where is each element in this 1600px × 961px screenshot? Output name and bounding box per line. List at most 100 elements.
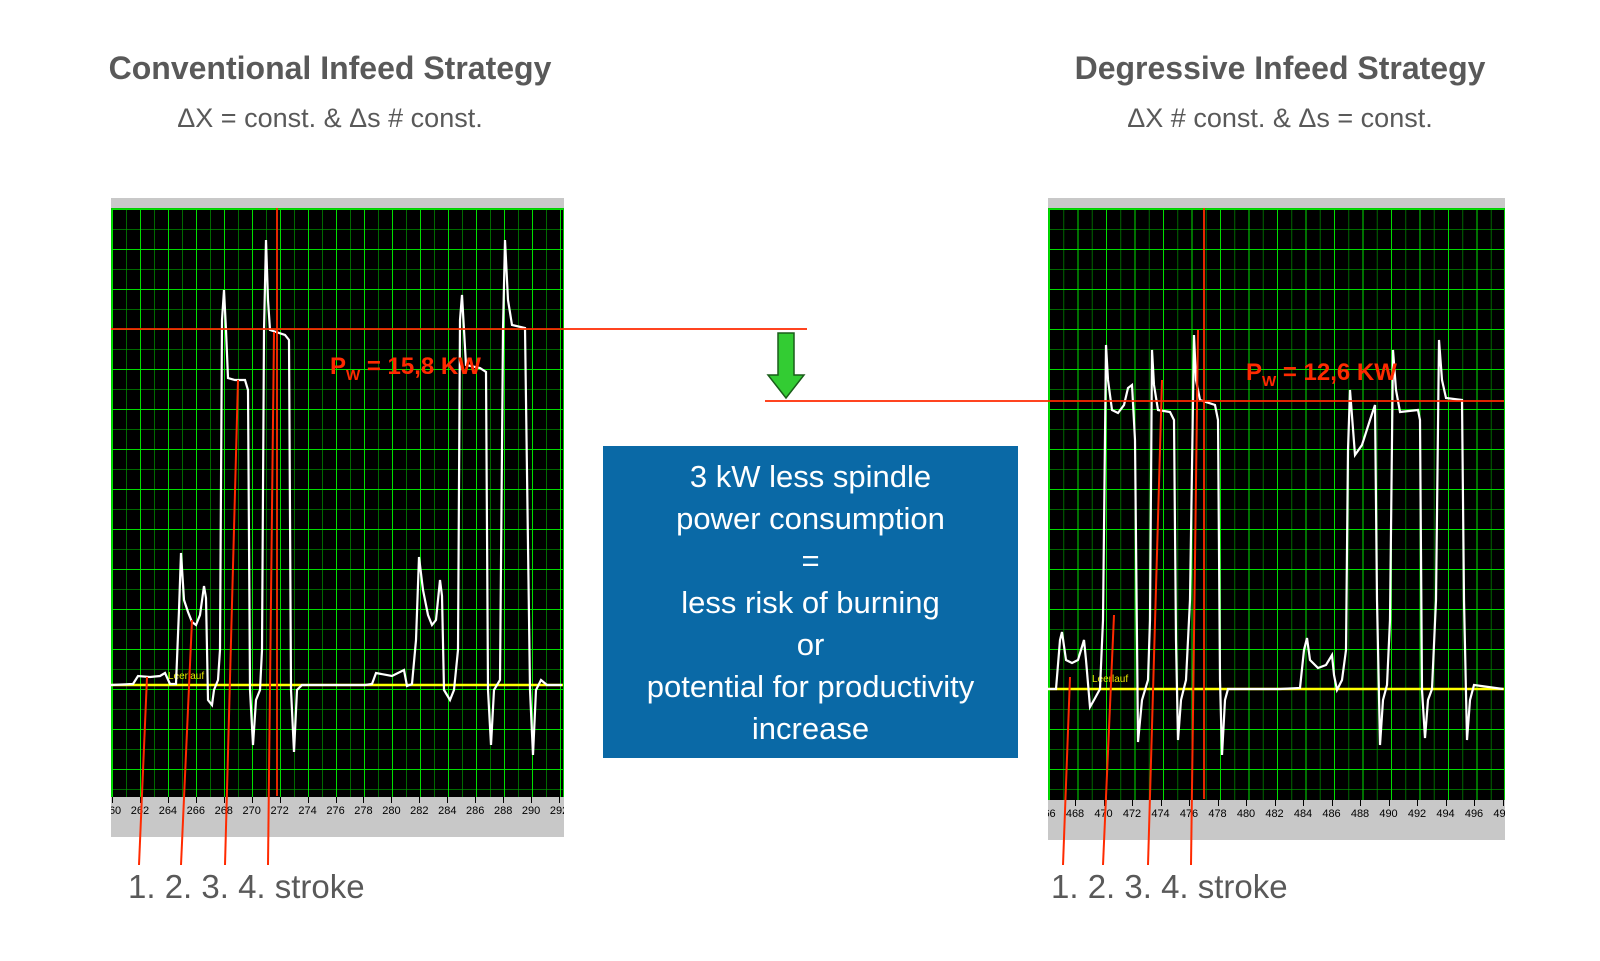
left-idle-label: Leerlauf — [168, 671, 205, 682]
axis-tick-label: 286 — [466, 805, 485, 817]
callout-box: 3 kW less spindle power consumption = le… — [603, 446, 1018, 758]
axis-tick-label: 484 — [1293, 808, 1313, 820]
axis-tick — [475, 797, 477, 803]
right-plot-topbar — [1048, 198, 1505, 208]
axis-tick-label: 466 — [1048, 808, 1056, 820]
axis-tick-label: 498 — [1493, 808, 1505, 820]
right-title: Degressive Infeed Strategy — [1074, 50, 1486, 86]
axis-tick — [1132, 800, 1133, 806]
down-arrow-icon — [766, 332, 806, 400]
axis-tick — [1388, 800, 1390, 806]
power-subscript: W — [1262, 372, 1277, 390]
axis-tick — [167, 797, 169, 803]
axis-tick-label: 470 — [1094, 808, 1113, 820]
right-power-trace — [1048, 334, 1504, 756]
axis-tick — [1274, 800, 1276, 806]
axis-tick-label: 262 — [130, 805, 150, 817]
left-stroke-labels: 1. 2. 3. 4. stroke — [128, 868, 365, 905]
axis-tick — [112, 797, 113, 803]
axis-tick — [531, 797, 533, 803]
right-idle-label: Leerlauf — [1092, 674, 1129, 685]
axis-tick — [1103, 800, 1105, 806]
axis-tick — [1502, 800, 1504, 806]
axis-tick — [1217, 800, 1219, 806]
stroke-pointer-line — [1147, 379, 1163, 866]
axis-tick-label: 290 — [521, 805, 541, 817]
power-number: = 15,8 KW — [360, 353, 481, 380]
callout-line: or — [796, 627, 825, 662]
axis-tick — [1246, 800, 1247, 806]
axis-tick — [195, 797, 197, 803]
stroke-pointer-line — [180, 619, 193, 866]
axis-tick-label: 478 — [1208, 808, 1227, 820]
axis-tick-label: 472 — [1122, 808, 1142, 820]
axis-tick — [1075, 800, 1076, 806]
axis-tick — [251, 797, 253, 803]
power-symbol: P — [1246, 359, 1263, 386]
axis-tick-label: 292 — [549, 805, 564, 817]
left-title: Conventional Infeed Strategy — [108, 50, 552, 86]
axis-tick-label: 280 — [382, 805, 401, 817]
axis-tick — [279, 797, 281, 803]
axis-tick-label: 278 — [354, 805, 373, 817]
axis-tick-label: 496 — [1464, 808, 1484, 820]
axis-tick — [1474, 800, 1475, 806]
axis-tick-label: 492 — [1407, 808, 1427, 820]
axis-tick — [447, 797, 449, 803]
axis-tick-label: 260 — [111, 805, 122, 817]
axis-tick-label: 272 — [270, 805, 289, 817]
power-symbol: P — [330, 353, 347, 380]
right-subtitle: ΔX # const. & Δs = const. — [1127, 103, 1433, 133]
axis-tick — [1160, 800, 1162, 806]
axis-tick-label: 474 — [1151, 808, 1170, 820]
axis-tick — [307, 797, 309, 803]
left-power-value: PW = 15,8 KW — [330, 353, 481, 384]
right-power-plot — [1048, 208, 1505, 801]
stroke-pointer-line — [224, 379, 239, 866]
axis-tick — [1303, 800, 1304, 806]
axis-tick — [391, 797, 393, 803]
axis-tick-label: 482 — [1265, 808, 1284, 820]
right-time-axis: 466 468 470 472 474 476 478 480 482 484 486 488 490 4… — [1048, 800, 1505, 840]
axis-tick-label: 282 — [410, 805, 429, 817]
stroke-pointer-line — [267, 331, 275, 866]
left-time-axis: 260 262 264 266 268 270 272 274 276 278 280 282 284 2… — [111, 797, 564, 837]
left-subtitle: ΔX = const. & Δs # const. — [177, 103, 483, 133]
left-plot-topbar — [111, 198, 564, 208]
stroke-pointer-line — [1062, 676, 1071, 866]
callout-line: power consumption — [676, 501, 945, 536]
axis-tick — [335, 797, 337, 803]
axis-tick-label: 490 — [1379, 808, 1398, 820]
callout-line: increase — [751, 711, 870, 746]
axis-tick — [223, 797, 225, 803]
axis-tick-label: 488 — [1350, 808, 1370, 820]
callout-line: potential for productivity — [646, 669, 975, 704]
axis-tick-label: 264 — [158, 805, 178, 817]
axis-tick — [1189, 800, 1190, 806]
right-stroke-labels: 1. 2. 3. 4. stroke — [1051, 868, 1288, 905]
axis-tick — [1331, 800, 1333, 806]
axis-tick — [503, 797, 505, 803]
axis-tick-label: 494 — [1436, 808, 1455, 820]
axis-tick — [363, 797, 365, 803]
axis-tick-label: 468 — [1065, 808, 1085, 820]
axis-tick-label: 480 — [1236, 808, 1256, 820]
axis-tick-label: 288 — [493, 805, 513, 817]
axis-tick — [1360, 800, 1361, 806]
stroke-pointer-line — [138, 676, 148, 866]
axis-tick-label: 276 — [326, 805, 345, 817]
axis-tick-label: 266 — [186, 805, 205, 817]
callout-line: less risk of burning — [681, 585, 940, 620]
right-power-value: PW = 12,6 KW — [1246, 359, 1397, 390]
axis-tick — [1445, 800, 1447, 806]
axis-tick-label: 270 — [242, 805, 261, 817]
axis-tick — [419, 797, 421, 803]
callout-line: 3 kW less spindle — [689, 459, 932, 494]
callout-line: = — [801, 543, 820, 578]
left-power-trace — [110, 239, 562, 756]
axis-tick — [1417, 800, 1418, 806]
axis-tick-label: 268 — [214, 805, 233, 817]
axis-tick-label: 284 — [438, 805, 457, 817]
power-subscript: W — [346, 366, 361, 384]
